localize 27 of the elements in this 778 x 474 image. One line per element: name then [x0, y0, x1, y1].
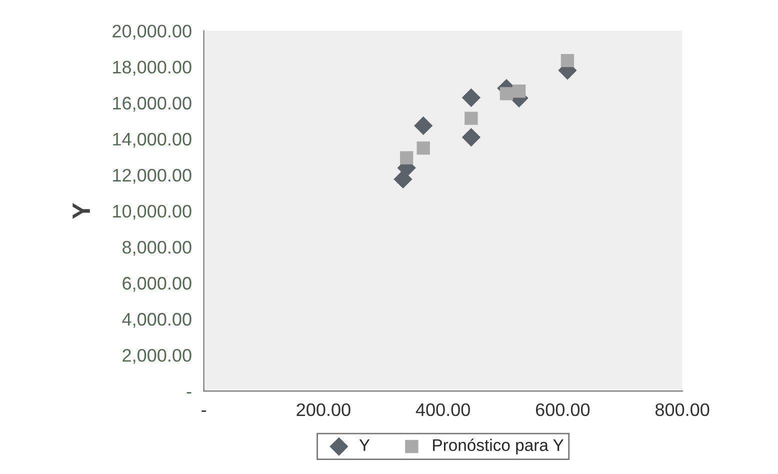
y-tick-label: 18,000.00 — [113, 60, 192, 76]
point — [416, 141, 430, 155]
y-axis-title: Y — [72, 202, 90, 219]
point — [414, 116, 433, 136]
x-tick-label: 600.00 — [536, 403, 590, 416]
point — [462, 128, 480, 147]
point — [512, 84, 526, 98]
y-tick-label: 14,000.00 — [113, 132, 192, 148]
x-tick-label: 200.00 — [296, 403, 350, 416]
legend-label: Y — [359, 439, 370, 451]
point — [464, 112, 478, 125]
y-tick-label: 20,000.00 — [112, 24, 192, 40]
y-tick-label: 10,000.00 — [113, 204, 192, 220]
y-tick-label: 12,000.00 — [113, 168, 192, 184]
point — [500, 87, 514, 100]
y-tick-label: 8,000.00 — [122, 240, 192, 256]
point — [462, 88, 480, 107]
y-tick-label: 2,000.00 — [122, 348, 192, 364]
point — [560, 54, 574, 68]
y-tick-label: 4,000.00 — [122, 312, 192, 328]
x-tick-label: 800.00 — [655, 403, 710, 416]
x-tick-label: 400.00 — [416, 403, 470, 416]
y-tick-label: - — [186, 392, 192, 394]
point — [400, 151, 414, 164]
legend-label: Pronóstico para Y — [433, 438, 564, 454]
y-tick-label: 6,000.00 — [122, 276, 192, 292]
y-tick-label: 16,000.00 — [113, 96, 192, 112]
